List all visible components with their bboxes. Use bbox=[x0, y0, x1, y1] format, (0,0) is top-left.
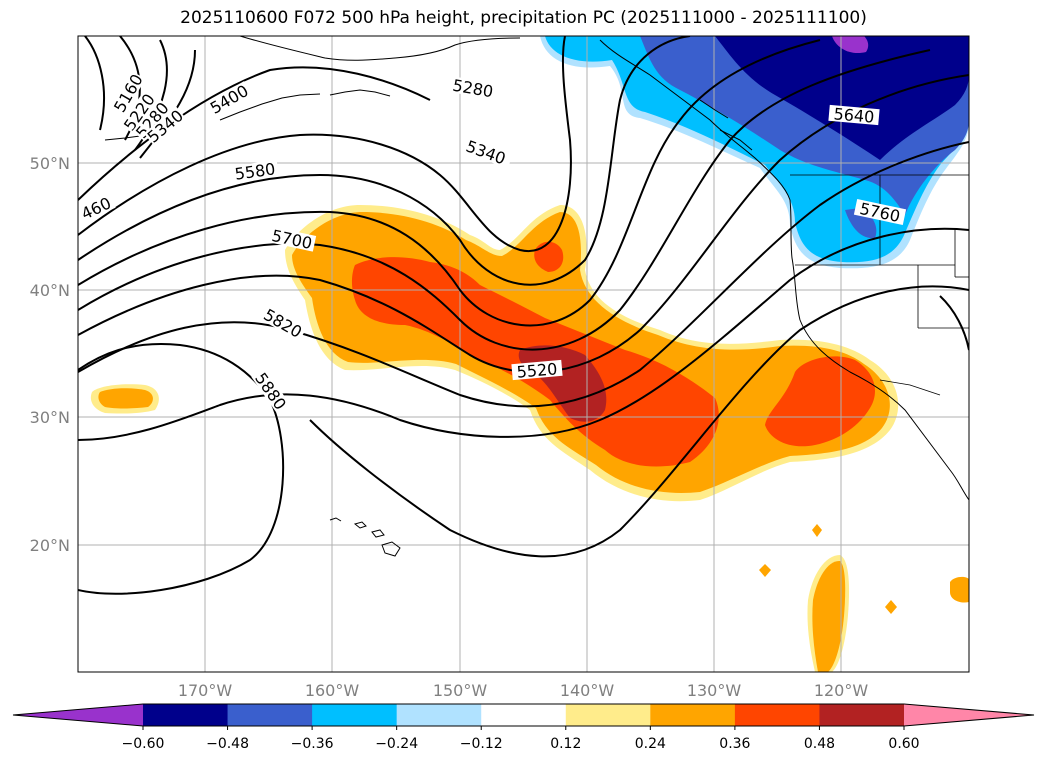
positive-precip-region bbox=[90, 205, 969, 672]
lat-tick-labels: 50°N 40°N 30°N 20°N bbox=[30, 154, 70, 555]
lat-tick-label: 20°N bbox=[30, 536, 70, 555]
colorbar-segment bbox=[650, 704, 736, 726]
colorbar-tick-label: 0.24 bbox=[635, 736, 666, 752]
colorbar-tick-label: −0.24 bbox=[375, 736, 418, 752]
lon-tick-label: 160°W bbox=[305, 681, 360, 700]
lat-tick-label: 30°N bbox=[30, 408, 70, 427]
height-contours bbox=[78, 36, 969, 595]
lon-tick-label: 140°W bbox=[560, 681, 615, 700]
graticule bbox=[78, 36, 969, 672]
lon-tick-label: 150°W bbox=[433, 681, 488, 700]
colorbar-tick-label: 0.12 bbox=[550, 736, 581, 752]
colorbar: −0.60 −0.48 −0.36 −0.24 −0.12 0.12 0.24 0.36 0.4… bbox=[12, 703, 1035, 752]
hawaii-islands bbox=[329, 517, 401, 557]
lat-tick-label: 50°N bbox=[30, 154, 70, 173]
borders bbox=[790, 174, 969, 396]
contour-label: 5520 bbox=[516, 359, 558, 381]
colorbar-segment bbox=[481, 704, 567, 726]
map-panel: 5160 5220 5280 5340 5400 460 5580 5700 5… bbox=[78, 36, 969, 672]
colorbar-tick-label: 0.48 bbox=[804, 736, 835, 752]
colorbar-tick-label: 0.60 bbox=[888, 736, 919, 752]
colorbar-segment bbox=[734, 704, 820, 726]
colorbar-tick-label: −0.12 bbox=[460, 736, 503, 752]
colorbar-tick-label: −0.36 bbox=[291, 736, 334, 752]
colorbar-tick-label: 0.36 bbox=[719, 736, 750, 752]
colorbar-segment bbox=[143, 704, 229, 726]
colorbar-segment bbox=[819, 704, 905, 726]
figure-title: 2025110600 F072 500 hPa height, precipit… bbox=[180, 8, 867, 28]
lon-tick-labels: 170°W 160°W 150°W 140°W 130°W 120°W bbox=[178, 681, 869, 700]
colorbar-segment bbox=[312, 704, 398, 726]
colorbar-tick-label: −0.48 bbox=[206, 736, 249, 752]
colorbar-segment bbox=[565, 704, 651, 726]
lon-tick-label: 120°W bbox=[814, 681, 869, 700]
lat-tick-label: 40°N bbox=[30, 281, 70, 300]
colorbar-extend-high bbox=[904, 704, 1034, 726]
lon-tick-label: 170°W bbox=[178, 681, 233, 700]
contour-label: 5640 bbox=[833, 104, 875, 126]
colorbar-segment bbox=[396, 704, 482, 726]
map-frame bbox=[77, 35, 970, 673]
colorbar-extend-low bbox=[13, 704, 143, 726]
colorbar-segment bbox=[227, 704, 313, 726]
lon-tick-label: 130°W bbox=[687, 681, 742, 700]
colorbar-tick-label: −0.60 bbox=[122, 736, 165, 752]
